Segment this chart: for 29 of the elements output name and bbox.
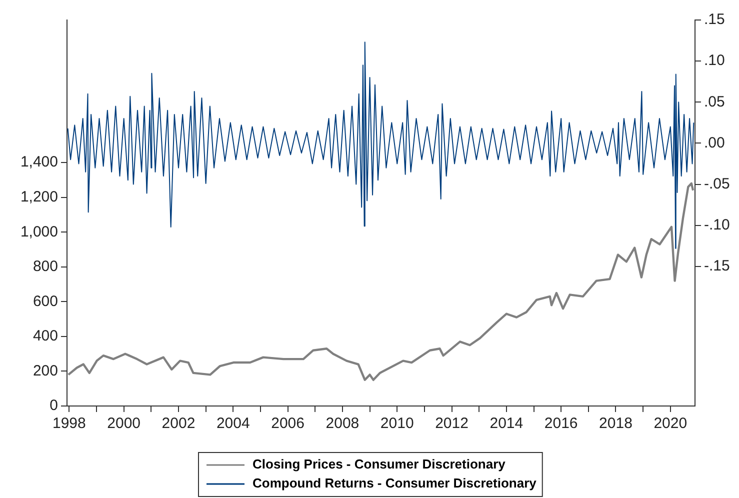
x-tick-label: 2020 (654, 415, 688, 432)
x-tick-label: 2018 (599, 415, 632, 432)
x-tick-label: 2012 (435, 415, 468, 432)
y-tick-label: 1,200 (20, 188, 58, 206)
x-tick-label: 2008 (326, 415, 360, 432)
x-tick-label: 2004 (216, 415, 250, 432)
y2-tick-label: .10 (704, 52, 725, 70)
x-tick-label: 2010 (380, 415, 414, 432)
x-tick-label: 2000 (107, 415, 141, 432)
x-tick-label: 2016 (544, 415, 578, 432)
y2-tick-label: .00 (704, 134, 725, 152)
y2-tick-label: -.15 (704, 258, 730, 275)
y-tick-label: 200 (32, 362, 58, 380)
x-tick-label: 2014 (490, 415, 524, 432)
x-tick-label: 1998 (52, 415, 86, 432)
y-tick-label: 400 (32, 328, 58, 345)
x-tick-label: 2002 (162, 415, 196, 432)
legend-label: Closing Prices - Consumer Discretionary (252, 456, 506, 472)
y2-tick-label: .15 (704, 11, 725, 28)
y-tick-label: 600 (32, 292, 58, 310)
y2-tick-label: -.05 (704, 175, 730, 192)
legend-label: Compound Returns - Consumer Discretionary (252, 476, 538, 491)
y-tick-label: 1,000 (20, 223, 58, 240)
y2-tick-label: -.10 (704, 216, 730, 234)
y-tick-label: 0 (50, 397, 58, 414)
y-tick-label: 1,400 (20, 154, 58, 171)
y-tick-label: 800 (32, 258, 58, 276)
y2-tick-label: .05 (704, 93, 725, 110)
x-tick-label: 2006 (271, 415, 304, 432)
